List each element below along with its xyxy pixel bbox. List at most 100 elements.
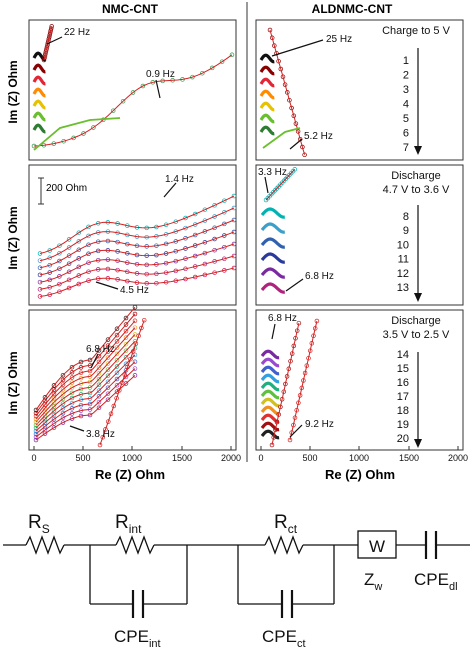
marker-132 — [212, 236, 217, 242]
seq1-arrowhead — [414, 146, 422, 155]
marker-129 — [183, 246, 188, 251]
marker-275 — [105, 367, 111, 372]
label-cpe-ct-sub: ct — [297, 638, 306, 650]
marker-111 — [222, 221, 227, 227]
marker-248 — [96, 388, 102, 393]
marker-385 — [300, 144, 305, 150]
marker-94 — [57, 258, 62, 264]
marker-356 — [128, 356, 133, 362]
marker-311 — [78, 370, 84, 376]
label-rs-main: R — [28, 512, 42, 533]
marker-130 — [192, 243, 198, 248]
marker-329 — [123, 322, 129, 327]
marker-310 — [69, 375, 75, 380]
marker-155 — [222, 244, 227, 250]
x-tick-r-4: 2000 — [448, 453, 468, 463]
x-tick-l-1: 500 — [75, 453, 90, 463]
marker-249 — [105, 379, 111, 384]
marker-156 — [231, 241, 237, 247]
panel-frame-5 — [255, 164, 464, 306]
marker-222 — [96, 399, 102, 405]
resistor-rs-zigzag — [25, 535, 65, 555]
label-cpe-int-main: CPE — [114, 627, 149, 646]
marker-358 — [133, 341, 139, 346]
marker-333 — [42, 395, 48, 400]
marker-361 — [141, 317, 147, 323]
panel-frame-1 — [28, 19, 237, 161]
marker-359 — [136, 333, 141, 339]
circuit-labels: RS Rint Rct W Zw CPEdl CPEint CPEct — [28, 512, 458, 650]
marker-254 — [33, 425, 39, 431]
seq-number-2-4: 18 — [397, 405, 409, 417]
seq-number-2-0: 14 — [397, 349, 409, 361]
curve-29 — [33, 117, 121, 151]
marker-267 — [33, 422, 39, 428]
curve-412 — [265, 168, 296, 201]
sequence-legends: Charge to 5 V Discharge 4.7 V to 3.6 V D… — [382, 25, 451, 341]
curve-415 — [260, 365, 280, 376]
marker-109 — [202, 229, 208, 234]
marker-302 — [114, 345, 120, 350]
marker-352 — [117, 388, 122, 393]
marker-66 — [212, 203, 217, 208]
curve-459 — [271, 322, 300, 446]
marker-341 — [114, 326, 120, 332]
curve-305 — [35, 327, 136, 420]
label-cpe-int: CPEint — [114, 627, 161, 650]
marker-306 — [33, 413, 39, 419]
marker-223 — [105, 391, 111, 396]
seq-number-0-3: 4 — [403, 99, 409, 111]
curve-368 — [259, 113, 275, 124]
marker-243 — [51, 412, 57, 418]
resistor-rint-zigzag — [115, 535, 155, 555]
marker-271 — [69, 390, 75, 396]
marker-334 — [51, 383, 57, 388]
marker-241 — [33, 428, 39, 434]
marker-75 — [86, 233, 91, 239]
marker-25 — [209, 65, 215, 71]
marker-282 — [51, 400, 57, 405]
arrow-p2-a — [163, 182, 177, 198]
marker-115 — [47, 270, 52, 275]
seq-number-0-4: 5 — [403, 113, 409, 125]
marker-50 — [57, 243, 62, 248]
seq-number-0-2: 3 — [403, 84, 409, 96]
equivalent-circuit — [3, 530, 470, 618]
marker-287 — [96, 371, 102, 376]
label-rs-sub: S — [42, 522, 50, 536]
marker-314 — [105, 349, 111, 354]
marker-330 — [132, 311, 138, 317]
curve-387 — [269, 29, 306, 155]
marker-237 — [114, 376, 120, 382]
warburg-box-label: W — [369, 537, 385, 556]
label-zw-sub: w — [373, 581, 382, 593]
seq3-title-2: 3.5 V to 2.5 V — [383, 329, 450, 341]
curve-421 — [260, 413, 280, 424]
seq-number-1-3: 11 — [398, 254, 409, 266]
marker-353 — [119, 380, 125, 385]
curve-344 — [35, 306, 136, 411]
seq-number-1-0: 8 — [403, 211, 409, 223]
curve-392 — [260, 252, 285, 264]
curve-227 — [35, 368, 136, 438]
marker-74 — [76, 239, 82, 244]
marker-288 — [105, 361, 111, 366]
marker-87 — [202, 218, 208, 223]
marker-256 — [51, 408, 57, 414]
marker-88 — [212, 214, 217, 219]
marker-84 — [173, 229, 179, 234]
marker-258 — [69, 395, 75, 401]
seq3-arrowhead — [414, 439, 422, 448]
marker-67 — [222, 198, 227, 203]
curve-3 — [32, 87, 46, 98]
marker-339 — [96, 348, 102, 353]
annot-p5-b: 6.8 Hz — [305, 271, 334, 282]
marker-316 — [123, 328, 129, 334]
marker-182 — [57, 289, 62, 294]
label-rs: RS — [28, 512, 50, 536]
arrow-p1-b — [155, 79, 161, 99]
marker-236 — [105, 385, 111, 390]
seq3-title-1: Discharge — [391, 315, 441, 327]
marker-205 — [60, 420, 66, 425]
marker-228 — [33, 431, 39, 437]
